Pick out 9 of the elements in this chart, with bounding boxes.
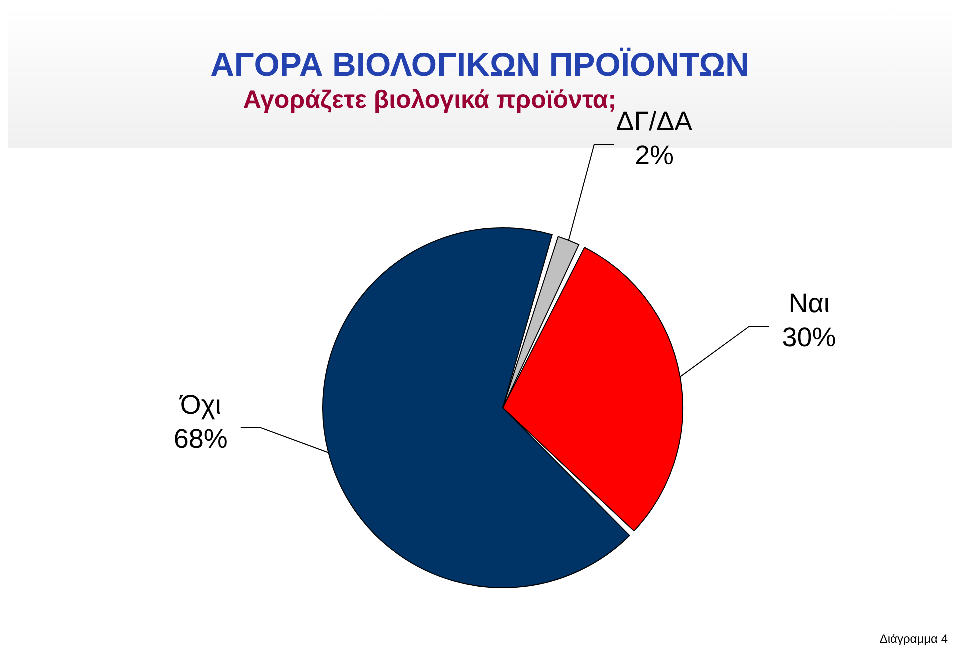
data-label: 2% (634, 140, 674, 171)
data-label: 68% (174, 424, 228, 454)
chart-subtitle: Αγοράζετε βιολογικά προϊόντα; (242, 86, 617, 115)
data-label: 30% (782, 322, 836, 353)
slice-label: Ναι (788, 288, 830, 319)
text: Διάγραμμα 4 (880, 632, 948, 646)
slice-label: Όχι (179, 390, 222, 420)
chart-title: ΑΓΟΡΑ ΒΙΟΛΟΓΙΚΩΝ ΠΡΟΪΟΝΤΩΝ (210, 46, 750, 84)
slice-label: ΔΓ/ΔΑ (616, 106, 693, 137)
